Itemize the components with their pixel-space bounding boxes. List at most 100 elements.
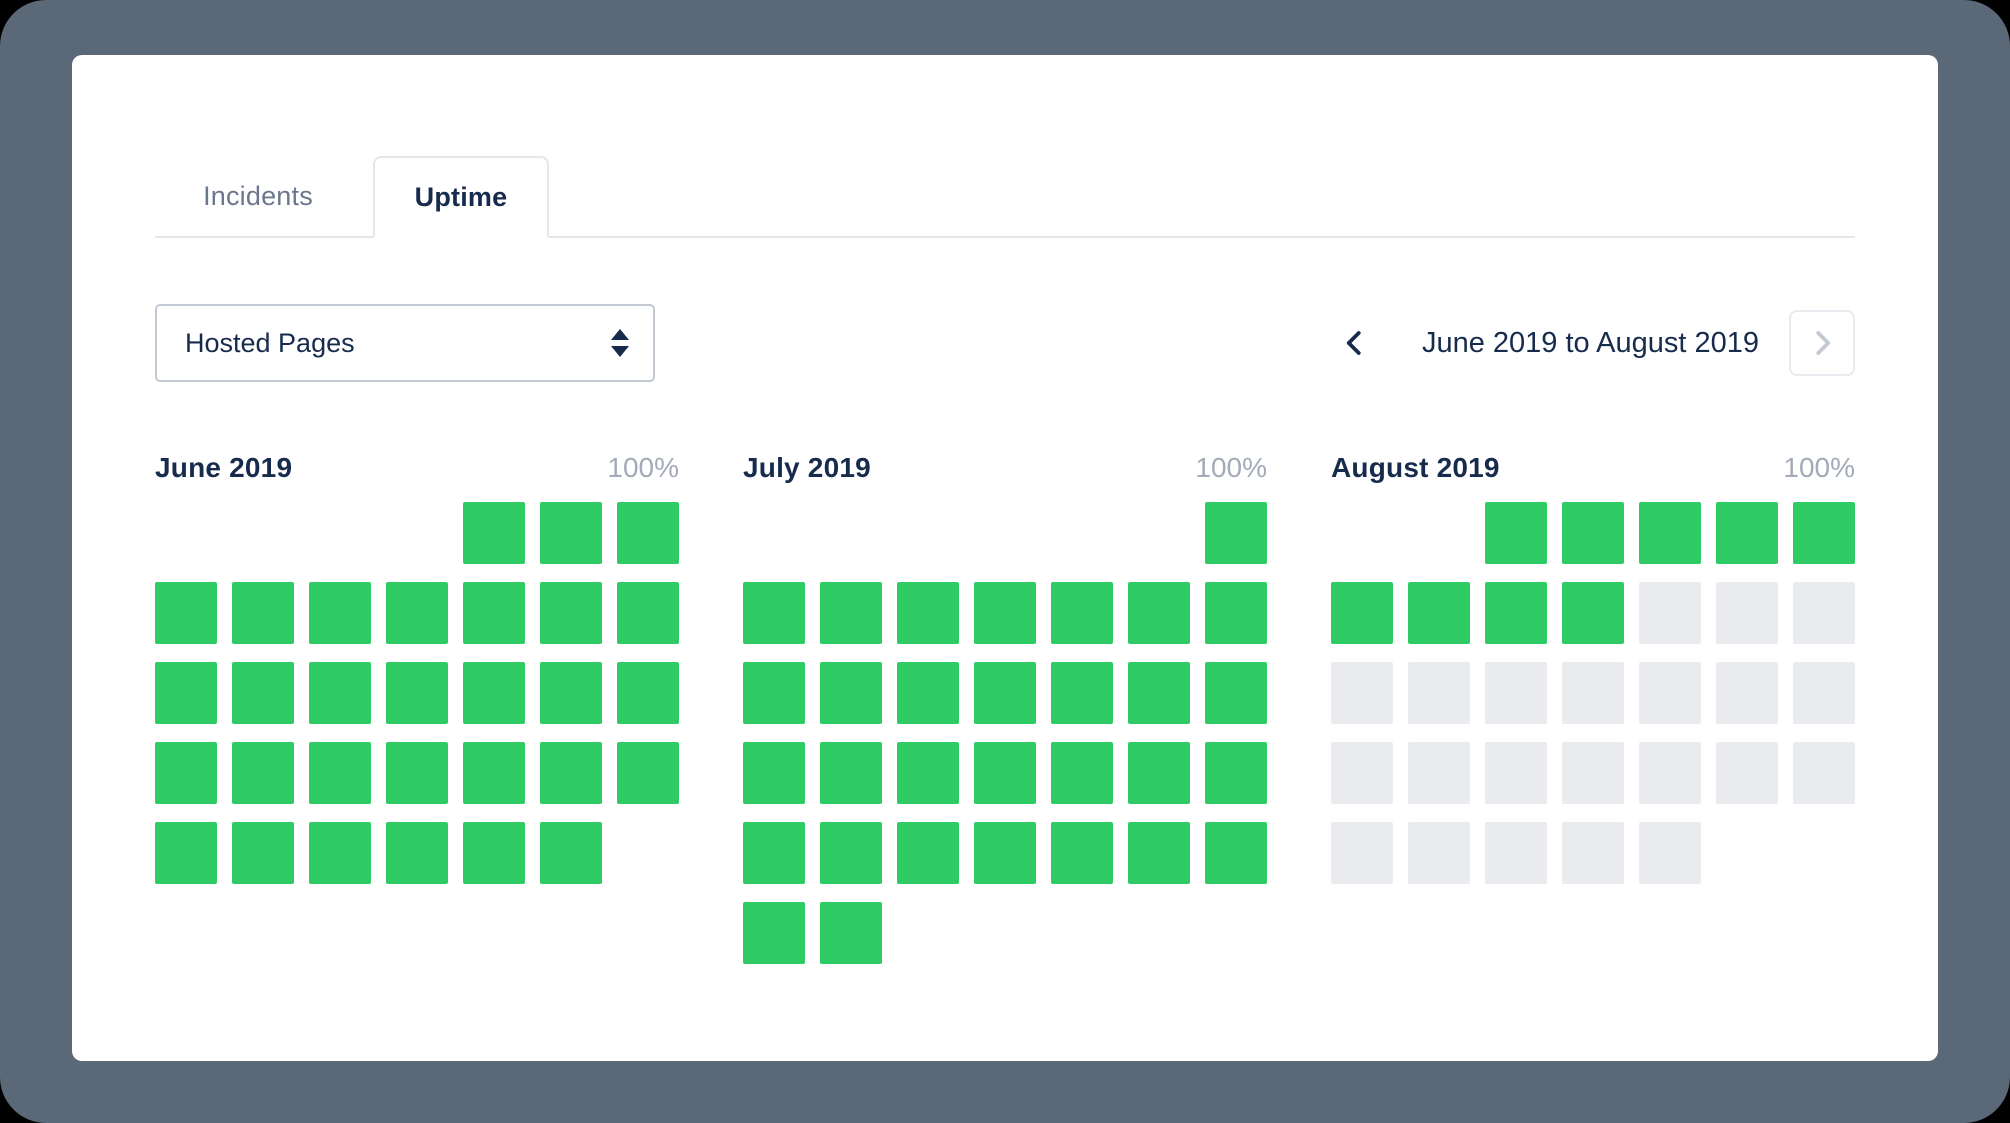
uptime-day-cell-up xyxy=(974,822,1036,884)
uptime-day-cell-up xyxy=(820,662,882,724)
uptime-day-cell-up xyxy=(897,822,959,884)
uptime-day-cell-future xyxy=(1716,662,1778,724)
uptime-day-cell-up xyxy=(463,742,525,804)
uptime-day-cell-up xyxy=(386,662,448,724)
uptime-day-cell-up xyxy=(974,582,1036,644)
uptime-day-cell-future xyxy=(1793,662,1855,724)
month-august-2019: August 2019 100% xyxy=(1331,451,1855,964)
uptime-day-cell-up xyxy=(232,582,294,644)
uptime-day-cell-up xyxy=(1128,662,1190,724)
tab-incidents[interactable]: Incidents xyxy=(155,156,361,236)
month-title: August 2019 xyxy=(1331,452,1500,483)
uptime-day-cell-empty xyxy=(1128,502,1190,564)
tab-uptime[interactable]: Uptime xyxy=(373,156,549,238)
uptime-day-cell-up xyxy=(540,502,602,564)
uptime-day-cell-up xyxy=(155,822,217,884)
uptime-day-cell-up xyxy=(617,582,679,644)
uptime-day-cell-future xyxy=(1562,742,1624,804)
uptime-day-cell-up xyxy=(463,822,525,884)
uptime-day-cell-up xyxy=(155,582,217,644)
uptime-day-cell-empty xyxy=(386,502,448,564)
uptime-day-cell-future xyxy=(1331,662,1393,724)
uptime-day-cell-empty xyxy=(1408,502,1470,564)
uptime-day-cell-up xyxy=(974,742,1036,804)
uptime-day-cell-empty xyxy=(1793,822,1855,884)
uptime-day-cell-up xyxy=(1562,582,1624,644)
uptime-day-cell-future xyxy=(1562,662,1624,724)
status-card: Incidents Uptime Hosted Pages xyxy=(72,55,1938,1061)
uptime-day-cell-empty xyxy=(1331,502,1393,564)
uptime-day-cell-up xyxy=(743,662,805,724)
uptime-day-cell-up xyxy=(1408,582,1470,644)
month-uptime-percent: 100% xyxy=(607,452,679,483)
uptime-day-cell-up xyxy=(1793,502,1855,564)
uptime-day-cell-empty xyxy=(974,502,1036,564)
range-label: June 2019 to August 2019 xyxy=(1421,326,1759,359)
uptime-day-cell-up xyxy=(1205,822,1267,884)
uptime-day-cell-up xyxy=(232,662,294,724)
uptime-day-cell-future xyxy=(1485,822,1547,884)
uptime-day-cell-future xyxy=(1639,742,1701,804)
chevron-right-icon xyxy=(1816,331,1831,355)
uptime-day-cell-future xyxy=(1331,742,1393,804)
uptime-day-cell-up xyxy=(309,822,371,884)
uptime-day-cell-up xyxy=(743,822,805,884)
uptime-day-cell-future xyxy=(1639,822,1701,884)
uptime-day-cell-up xyxy=(155,662,217,724)
uptime-day-cell-up xyxy=(820,582,882,644)
uptime-day-cell-future xyxy=(1793,742,1855,804)
uptime-day-cell-up xyxy=(743,902,805,964)
controls-row: Hosted Pages June 2019 to August 2019 xyxy=(155,304,1855,382)
month-june-2019: June 2019 100% xyxy=(155,451,679,964)
uptime-day-cell-up xyxy=(463,662,525,724)
uptime-day-cell-up xyxy=(540,742,602,804)
month-header: June 2019 100% xyxy=(155,451,679,485)
uptime-day-cell-up xyxy=(820,822,882,884)
uptime-day-cell-future xyxy=(1485,742,1547,804)
uptime-day-cell-up xyxy=(232,822,294,884)
prev-range-button[interactable] xyxy=(1321,310,1388,376)
uptime-day-cell-empty xyxy=(155,502,217,564)
uptime-day-cell-up xyxy=(743,742,805,804)
uptime-day-cell-empty xyxy=(743,502,805,564)
uptime-grid xyxy=(1331,502,1855,884)
uptime-day-cell-up xyxy=(1128,582,1190,644)
uptime-day-cell-up xyxy=(897,582,959,644)
tab-uptime-label: Uptime xyxy=(414,181,508,212)
uptime-day-cell-up xyxy=(820,742,882,804)
uptime-day-cell-empty xyxy=(1716,822,1778,884)
uptime-day-cell-empty xyxy=(897,502,959,564)
month-title: June 2019 xyxy=(155,452,293,483)
uptime-day-cell-up xyxy=(1716,502,1778,564)
uptime-day-cell-up xyxy=(386,822,448,884)
uptime-day-cell-up xyxy=(743,582,805,644)
uptime-day-cell-up xyxy=(1205,582,1267,644)
uptime-day-cell-up xyxy=(1331,582,1393,644)
uptime-day-cell-up xyxy=(540,822,602,884)
next-range-button[interactable] xyxy=(1789,310,1855,376)
uptime-day-cell-empty xyxy=(820,502,882,564)
uptime-day-cell-future xyxy=(1408,742,1470,804)
uptime-day-cell-future xyxy=(1793,582,1855,644)
uptime-day-cell-up xyxy=(974,662,1036,724)
uptime-grid xyxy=(743,502,1267,964)
page-filter-select[interactable]: Hosted Pages xyxy=(155,304,655,382)
uptime-day-cell-future xyxy=(1639,662,1701,724)
uptime-day-cell-empty xyxy=(309,502,371,564)
uptime-day-cell-up xyxy=(309,582,371,644)
uptime-day-cell-up xyxy=(1485,582,1547,644)
uptime-day-cell-up xyxy=(1562,502,1624,564)
uptime-grid xyxy=(155,502,679,884)
uptime-day-cell-up xyxy=(1128,822,1190,884)
uptime-day-cell-up xyxy=(540,582,602,644)
tab-incidents-label: Incidents xyxy=(203,180,313,211)
uptime-day-cell-up xyxy=(155,742,217,804)
uptime-day-cell-up xyxy=(1051,822,1113,884)
range-nav: June 2019 to August 2019 xyxy=(1321,310,1855,376)
uptime-day-cell-future xyxy=(1639,582,1701,644)
uptime-day-cell-up xyxy=(1205,662,1267,724)
month-uptime-percent: 100% xyxy=(1195,452,1267,483)
uptime-day-cell-up xyxy=(617,502,679,564)
chevron-left-icon xyxy=(1346,331,1361,355)
